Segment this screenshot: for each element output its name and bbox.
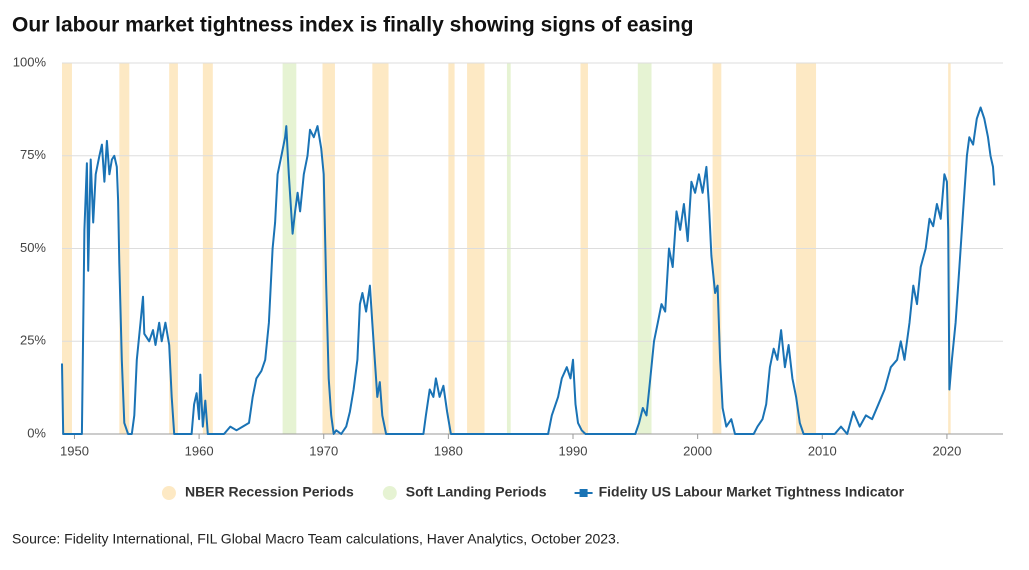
x-tick-label: 1990: [559, 443, 588, 458]
legend-item: Fidelity US Labour Market Tightness Indi…: [574, 484, 905, 500]
x-tick-label: 2020: [932, 443, 961, 458]
x-tick-label: 1960: [185, 443, 214, 458]
legend-swatch: [161, 486, 176, 500]
y-tick-label: 75%: [20, 147, 46, 162]
x-tick-label: 2010: [808, 443, 837, 458]
x-tick-label: 1950: [60, 443, 89, 458]
y-tick-label: 50%: [20, 240, 46, 255]
legend-label: Soft Landing Periods: [406, 484, 547, 500]
y-tick-label: 100%: [13, 54, 47, 69]
source-note: Source: Fidelity International, FIL Glob…: [12, 531, 620, 547]
x-tick-label: 1970: [309, 443, 338, 458]
x-tick-label: 2000: [683, 443, 712, 458]
y-tick-label: 0%: [27, 425, 46, 440]
x-tick-label: 1980: [434, 443, 463, 458]
chart-title: Our labour market tightness index is fin…: [12, 14, 693, 37]
legend: NBER Recession Periods Soft Landing Perio…: [161, 484, 905, 500]
legend-label: NBER Recession Periods: [185, 484, 354, 500]
legend-swatch: [579, 489, 588, 497]
data-line: [61, 106, 996, 435]
legend-swatch: [382, 486, 397, 500]
legend-item: NBER Recession Periods: [161, 484, 354, 500]
y-tick-label: 25%: [20, 333, 46, 348]
legend-label: Fidelity US Labour Market Tightness Indi…: [599, 484, 905, 500]
legend-item: Soft Landing Periods: [382, 484, 547, 500]
